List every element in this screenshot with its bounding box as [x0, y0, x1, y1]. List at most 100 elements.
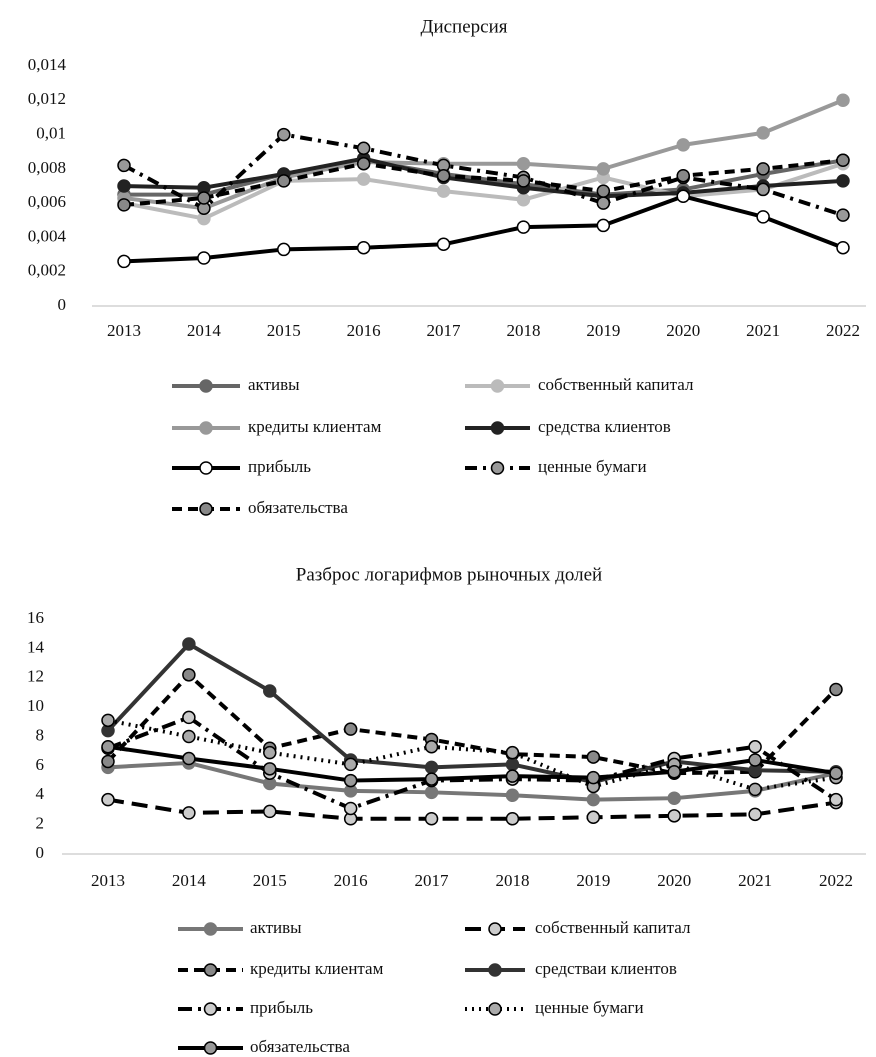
- y-tick-label: 0,006: [28, 192, 66, 211]
- legend-label: активы: [248, 375, 300, 394]
- x-tick-label: 2014: [187, 321, 222, 340]
- x-tick-label: 2022: [819, 871, 853, 890]
- marker: [436, 237, 451, 252]
- x-tick-label: 2019: [586, 321, 620, 340]
- chart-title: Разброс логарифмов рыночных долей: [296, 564, 602, 585]
- legend-marker: [488, 922, 502, 936]
- line: [107, 715, 838, 811]
- legend-marker: [203, 922, 218, 936]
- marker: [748, 753, 762, 767]
- marker: [748, 740, 762, 754]
- marker: [424, 772, 439, 786]
- marker: [436, 184, 451, 198]
- marker: [182, 806, 196, 820]
- marker: [263, 684, 277, 698]
- marker: [101, 792, 115, 807]
- marker: [676, 189, 690, 204]
- legend-label: средства клиентов: [538, 417, 671, 436]
- marker: [117, 198, 131, 212]
- legend-label: активы: [250, 918, 302, 937]
- x-tick-label: 2016: [347, 321, 381, 340]
- marker: [586, 770, 601, 785]
- x-tick-label: 2017: [415, 871, 450, 890]
- legend-label: обязательства: [250, 1037, 350, 1056]
- marker: [516, 174, 531, 188]
- legend-marker: [199, 379, 213, 393]
- marker: [505, 788, 520, 802]
- marker: [505, 769, 520, 783]
- marker: [343, 773, 358, 788]
- y-tick-label: 0: [58, 295, 67, 314]
- marker: [667, 791, 681, 805]
- marker: [343, 801, 358, 816]
- y-tick-label: 0,002: [28, 261, 66, 280]
- marker: [516, 156, 531, 171]
- y-tick-label: 10: [27, 696, 44, 715]
- x-tick-label: 2018: [495, 871, 529, 890]
- x-tick-label: 2021: [738, 871, 772, 890]
- legend-marker: [488, 963, 502, 977]
- x-tick-label: 2019: [576, 871, 610, 890]
- marker: [586, 810, 601, 825]
- marker: [756, 210, 770, 224]
- marker: [756, 162, 770, 176]
- y-tick-label: 4: [36, 784, 45, 803]
- marker: [356, 172, 371, 186]
- marker: [117, 179, 131, 193]
- marker: [182, 751, 196, 766]
- legend-label: средстваи клиентов: [535, 959, 677, 978]
- line: [123, 156, 844, 199]
- marker: [424, 760, 439, 775]
- line: [107, 718, 837, 792]
- marker: [836, 93, 850, 108]
- marker: [586, 750, 601, 764]
- marker: [836, 174, 850, 188]
- x-tick-label: 2020: [657, 871, 691, 890]
- y-tick-label: 6: [36, 755, 45, 774]
- marker: [424, 785, 439, 800]
- marker: [117, 254, 131, 269]
- y-tick-label: 8: [36, 725, 45, 744]
- y-tick-label: 0: [36, 843, 45, 862]
- marker: [596, 162, 611, 176]
- x-tick-label: 2020: [666, 321, 700, 340]
- line: [107, 760, 837, 802]
- marker: [424, 740, 439, 754]
- legend-marker: [203, 1002, 218, 1016]
- y-tick-label: 16: [27, 608, 44, 627]
- marker: [277, 174, 291, 188]
- marker: [829, 766, 843, 780]
- marker: [505, 812, 520, 826]
- x-tick-label: 2013: [91, 871, 125, 890]
- marker: [197, 251, 211, 265]
- marker: [424, 812, 439, 826]
- line: [123, 132, 844, 218]
- x-tick-label: 2014: [172, 871, 207, 890]
- marker: [182, 637, 196, 651]
- marker: [596, 218, 611, 233]
- marker: [343, 757, 358, 772]
- x-tick-label: 2022: [826, 321, 860, 340]
- marker: [516, 220, 531, 234]
- marker: [836, 208, 850, 222]
- marker: [263, 804, 277, 819]
- legend-marker: [203, 963, 218, 977]
- legend-marker: [203, 1041, 218, 1055]
- legend-marker: [488, 1002, 502, 1016]
- y-tick-label: 2: [36, 814, 45, 833]
- legend-label: обязательства: [248, 498, 348, 517]
- marker: [356, 240, 371, 255]
- marker: [829, 682, 843, 697]
- line: [123, 161, 844, 221]
- legend-label: кредиты клиентам: [250, 959, 384, 978]
- line: [123, 158, 844, 207]
- line: [107, 797, 837, 821]
- legend-label: ценные бумаги: [535, 998, 644, 1017]
- marker: [748, 807, 762, 822]
- marker: [836, 153, 850, 168]
- x-tick-label: 2015: [253, 871, 287, 890]
- marker: [356, 156, 371, 171]
- legend-marker: [490, 379, 505, 393]
- marker: [277, 127, 291, 142]
- marker: [182, 729, 196, 744]
